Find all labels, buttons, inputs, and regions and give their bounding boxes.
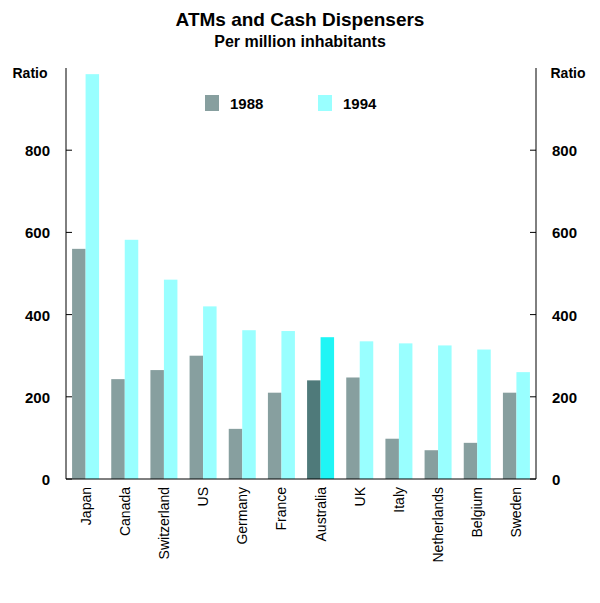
y2-tick-label: 0 — [552, 471, 560, 488]
x-tick-label: Japan — [78, 487, 94, 525]
bar — [503, 393, 516, 479]
bar — [385, 439, 399, 479]
bar — [281, 331, 295, 479]
bar — [399, 343, 413, 479]
x-tick-label: Sweden — [508, 487, 524, 538]
bar — [360, 341, 374, 479]
bar — [125, 240, 139, 479]
x-tick-label: UK — [352, 486, 368, 506]
y2-tick — [530, 396, 536, 397]
bar — [516, 372, 530, 479]
x-tick-label: US — [195, 487, 211, 506]
y-axis-label: Ratio — [13, 65, 48, 81]
legend-swatch — [318, 95, 332, 111]
x-tick-label: Australia — [313, 487, 329, 542]
x-tick-label: Switzerland — [156, 487, 172, 559]
y2-tick-label: 600 — [552, 224, 577, 241]
x-tick-label: Netherlands — [430, 487, 446, 563]
x-tick-label: Germany — [234, 487, 250, 545]
y-tick — [66, 314, 72, 315]
x-tick-label: Italy — [391, 487, 407, 513]
y-tick-label: 400 — [25, 307, 50, 324]
bar — [477, 350, 491, 479]
y2-tick — [530, 150, 536, 151]
bar — [190, 356, 204, 479]
y2-axis-line — [536, 68, 537, 479]
bar — [346, 377, 360, 479]
bar — [150, 370, 164, 479]
y-axis-line — [66, 68, 67, 479]
legend-label: 1988 — [230, 95, 263, 112]
x-tick-label: Canada — [117, 487, 133, 536]
y-tick — [66, 396, 72, 397]
bar — [111, 379, 125, 479]
bar — [321, 337, 335, 479]
y2-tick — [530, 314, 536, 315]
y-tick-label: 800 — [25, 142, 50, 159]
y-tick-label: 0 — [42, 471, 50, 488]
y2-axis-label: Ratio — [551, 65, 586, 81]
y2-tick — [530, 479, 536, 480]
legend-label: 1994 — [343, 95, 377, 112]
bar — [164, 280, 178, 479]
y2-tick-label: 800 — [552, 142, 577, 159]
bar — [229, 429, 243, 479]
bar — [86, 74, 100, 479]
title: ATMs and Cash Dispensers — [176, 9, 425, 30]
y-tick — [66, 479, 72, 480]
legend-swatch — [205, 95, 219, 111]
subtitle: Per million inhabitants — [214, 33, 386, 50]
bar — [203, 306, 217, 479]
y2-tick-label: 200 — [552, 389, 577, 406]
x-tick-label: France — [273, 487, 289, 531]
bar — [242, 330, 256, 479]
chart: ATMs and Cash Dispensers Per million inha… — [0, 0, 600, 603]
y-tick-label: 600 — [25, 224, 50, 241]
bar — [72, 249, 86, 479]
background — [0, 0, 600, 603]
x-tick-label: Belgium — [469, 487, 485, 538]
y-tick — [66, 150, 72, 151]
bars — [72, 74, 530, 479]
y-tick — [66, 232, 72, 233]
bar — [307, 380, 321, 479]
x-axis-line — [66, 479, 536, 480]
bar — [438, 345, 452, 479]
y-tick-label: 200 — [25, 389, 50, 406]
bar — [268, 393, 282, 479]
y2-tick-label: 400 — [552, 307, 577, 324]
bar — [464, 443, 478, 479]
bar — [425, 450, 439, 479]
y2-tick — [530, 232, 536, 233]
